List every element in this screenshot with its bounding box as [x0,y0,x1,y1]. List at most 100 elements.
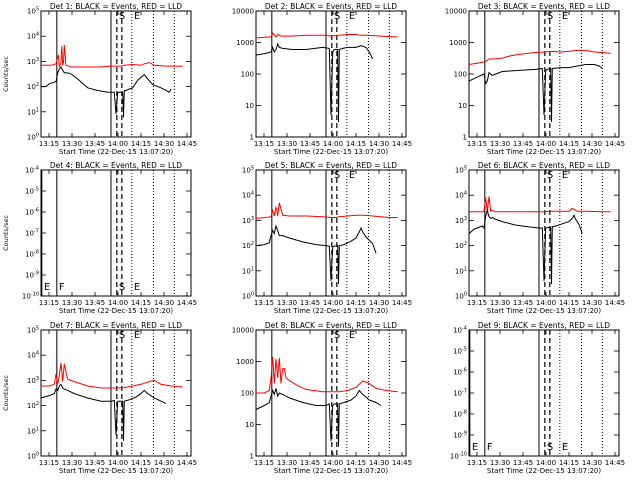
x-tick-label: 14:30 [582,140,602,148]
y-tick-label: 10000 [232,327,254,335]
x-tick-label: 13:45 [85,459,105,467]
x-tick-label: 13:45 [513,140,533,148]
x-tick-label: 13:30 [490,299,510,307]
series-events [41,66,172,118]
x-tick-label: 14:45 [392,459,412,467]
panel-title: Det 1: BLACK = Events, RED = LLD [50,2,182,11]
x-tick-label: 14:15 [131,459,151,467]
y-tick-label: 10-4 [25,166,39,175]
x-tick-label: 14:30 [582,299,602,307]
event-marker-label: S [334,330,340,341]
x-axis-label: Start Time (22-Dec-15 13:07:20) [274,148,388,156]
y-tick-label: 103 [27,57,39,66]
y-tick-label: 101 [455,266,467,275]
event-marker-label: E [349,11,355,22]
y-tick-label: 100 [241,390,254,398]
event-marker-label: E [134,330,140,341]
y-tick-label: 10-5 [25,187,39,196]
series-lld [469,196,611,213]
event-marker-label: E [349,170,355,181]
panel-det-3: Det 3: BLACK = Events, RED = LLD Start Ti… [445,2,625,156]
y-tick-label: 10 [458,102,467,110]
x-tick-label: 14:15 [559,140,579,148]
x-axis-label: Start Time (22-Dec-15 13:07:20) [59,148,173,156]
x-tick-label: 14:45 [392,299,412,307]
y-tick-label: 102 [242,241,254,250]
x-axis-label: Start Time (22-Dec-15 13:07:20) [487,467,601,475]
x-tick-label: 14:15 [346,459,366,467]
x-tick-label: 14:30 [369,140,389,148]
plot-frame [40,10,192,138]
x-tick-label: 14:15 [346,140,366,148]
y-tick-label: 10-5 [453,347,467,356]
event-marker-label: S [119,330,125,341]
y-tick-label: 101 [242,266,254,275]
series-lld [255,202,398,219]
y-tick-label: 1 [250,453,254,461]
y-tick-label: 102 [27,401,39,410]
x-tick-label: 13:15 [254,140,274,148]
x-axis-label: Start Time (22-Dec-15 13:07:20) [274,307,388,315]
event-marker-label: E [562,442,568,453]
y-tick-label: 1000 [449,39,467,47]
panel-title: Det 8: BLACK = Events, RED = LLD [265,321,397,330]
series-lld [41,362,183,389]
series-events [468,208,583,285]
event-marker-label: S [334,11,340,22]
panel-det-1: Det 1: BLACK = Events, RED = LLD Start Ti… [2,2,197,156]
panel-title: Det 2: BLACK = Events, RED = LLD [265,2,397,11]
x-tick-label: 13:15 [467,459,487,467]
panel-det-7: Det 7: BLACK = Events, RED = LLD Start Ti… [2,321,197,475]
panel-title: Det 4: BLACK = Events, RED = LLD [50,161,182,170]
y-tick-label: 101 [27,426,39,435]
y-tick-label: 104 [27,351,39,360]
panel-title: Det 9: BLACK = Events, RED = LLD [478,321,610,330]
y-tick-label: 10-8 [25,250,39,259]
event-marker-label: S [119,282,125,293]
x-axis-label: Start Time (22-Dec-15 13:07:20) [274,467,388,475]
plot-frame [40,169,192,297]
y-axis-label: Counts/sec [2,56,10,92]
x-tick-label: 13:45 [300,140,320,148]
x-tick-label: 14:00 [536,140,556,148]
plot-frame [468,329,620,457]
y-tick-label: 10000 [445,8,467,16]
y-tick-label: 10 [245,102,254,110]
x-tick-label: 13:45 [513,459,533,467]
x-tick-label: 13:45 [300,299,320,307]
x-tick-label: 13:30 [490,140,510,148]
y-tick-label: 1 [250,134,254,142]
y-tick-label: 104 [27,32,39,41]
x-tick-label: 14:15 [559,299,579,307]
y-tick-label: 100 [241,71,254,79]
x-tick-label: 13:15 [254,459,274,467]
x-tick-label: 14:00 [536,299,556,307]
panel-det-2: Det 2: BLACK = Events, RED = LLD Start Ti… [232,2,412,156]
y-tick-label: 10-10 [450,452,467,461]
x-axis-label: Start Time (22-Dec-15 13:07:20) [487,148,601,156]
series-lld [255,32,398,39]
x-tick-label: 14:00 [323,459,343,467]
y-tick-label: 1 [463,134,467,142]
x-tick-label: 14:15 [346,299,366,307]
x-tick-label: 14:45 [177,140,197,148]
event-marker-label: E [44,282,50,293]
y-tick-label: 100 [27,452,39,461]
x-tick-label: 14:00 [323,140,343,148]
series-events [255,224,377,285]
x-tick-label: 14:45 [392,140,412,148]
x-tick-label: 14:15 [131,299,151,307]
x-tick-label: 14:00 [108,459,128,467]
x-tick-label: 14:30 [154,299,174,307]
y-tick-label: 102 [455,241,467,250]
panel-det-9: Det 9: BLACK = Events, RED = LLD Start Ti… [450,321,625,475]
event-marker-label: S [547,442,553,453]
x-tick-label: 13:30 [490,459,510,467]
y-tick-label: 10-9 [25,271,39,280]
y-tick-label: 10-6 [25,208,39,217]
y-axis-label: Counts/sec [2,215,10,251]
panel-det-5: Det 5: BLACK = Events, RED = LLD Start Ti… [242,161,412,315]
panel-det-6: Det 6: BLACK = Events, RED = LLD Start Ti… [455,161,625,315]
y-tick-label: 105 [242,166,254,175]
